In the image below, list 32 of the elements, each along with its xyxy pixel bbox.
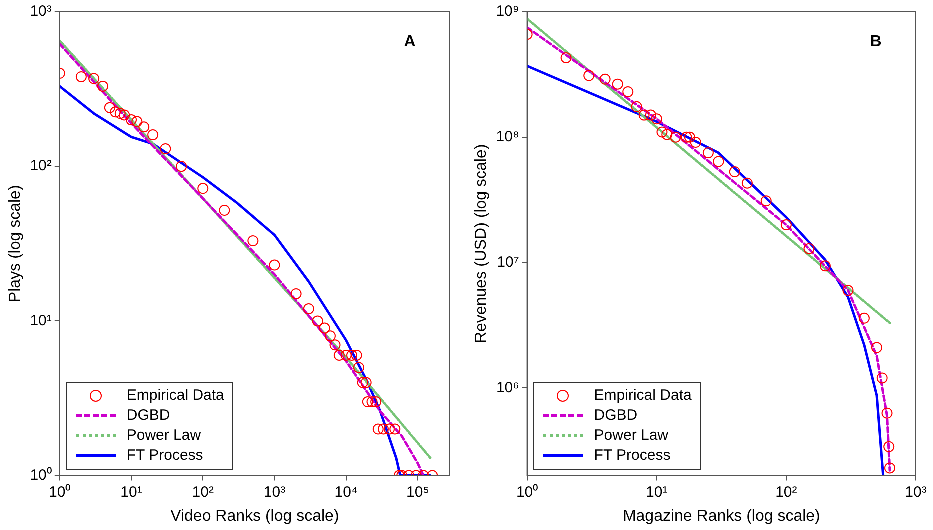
- y-tick-label: 10⁶: [496, 379, 520, 396]
- x-tick-label: 10⁴: [334, 484, 358, 501]
- legend-label: DGBD: [126, 407, 170, 424]
- legend-label: DGBD: [594, 407, 638, 424]
- legend-label: FT Process: [126, 447, 204, 464]
- legend-label: Power Law: [126, 427, 202, 444]
- legend-label: Empirical Data: [126, 387, 224, 404]
- x-tick-label: 10⁵: [406, 484, 430, 501]
- x-tick-label: 10³: [264, 484, 286, 501]
- annotation: B: [870, 33, 882, 50]
- x-axis-title: Video Ranks (log scale): [170, 508, 340, 525]
- y-tick-label: 10⁹: [496, 3, 520, 20]
- legend-label: FT Process: [594, 447, 671, 464]
- y-axis-title: Revenues (USD) (log scale): [473, 144, 490, 344]
- x-axis-title: Magazine Ranks (log scale): [622, 508, 820, 525]
- x-tick-label: 10¹: [646, 484, 668, 501]
- x-tick-label: 10⁰: [49, 484, 71, 501]
- x-tick-label: 10²: [192, 484, 214, 501]
- y-axis-title: Plays (log scale): [7, 185, 24, 303]
- y-tick-label: 10⁸: [496, 128, 520, 146]
- y-tick-label: 10²: [30, 158, 52, 175]
- y-tick-label: 10³: [30, 3, 52, 20]
- legend-label: Empirical Data: [594, 387, 692, 404]
- y-tick-label: 10⁷: [497, 254, 520, 271]
- legend-label: Power Law: [594, 427, 668, 444]
- x-tick-label: 10⁰: [516, 484, 538, 501]
- y-tick-label: 10⁰: [30, 466, 52, 484]
- y-tick-label: 10¹: [30, 312, 52, 330]
- x-tick-label: 10³: [905, 484, 927, 501]
- annotation: A: [404, 33, 416, 50]
- x-tick-label: 10¹: [120, 484, 142, 501]
- x-tick-label: 10²: [776, 484, 798, 501]
